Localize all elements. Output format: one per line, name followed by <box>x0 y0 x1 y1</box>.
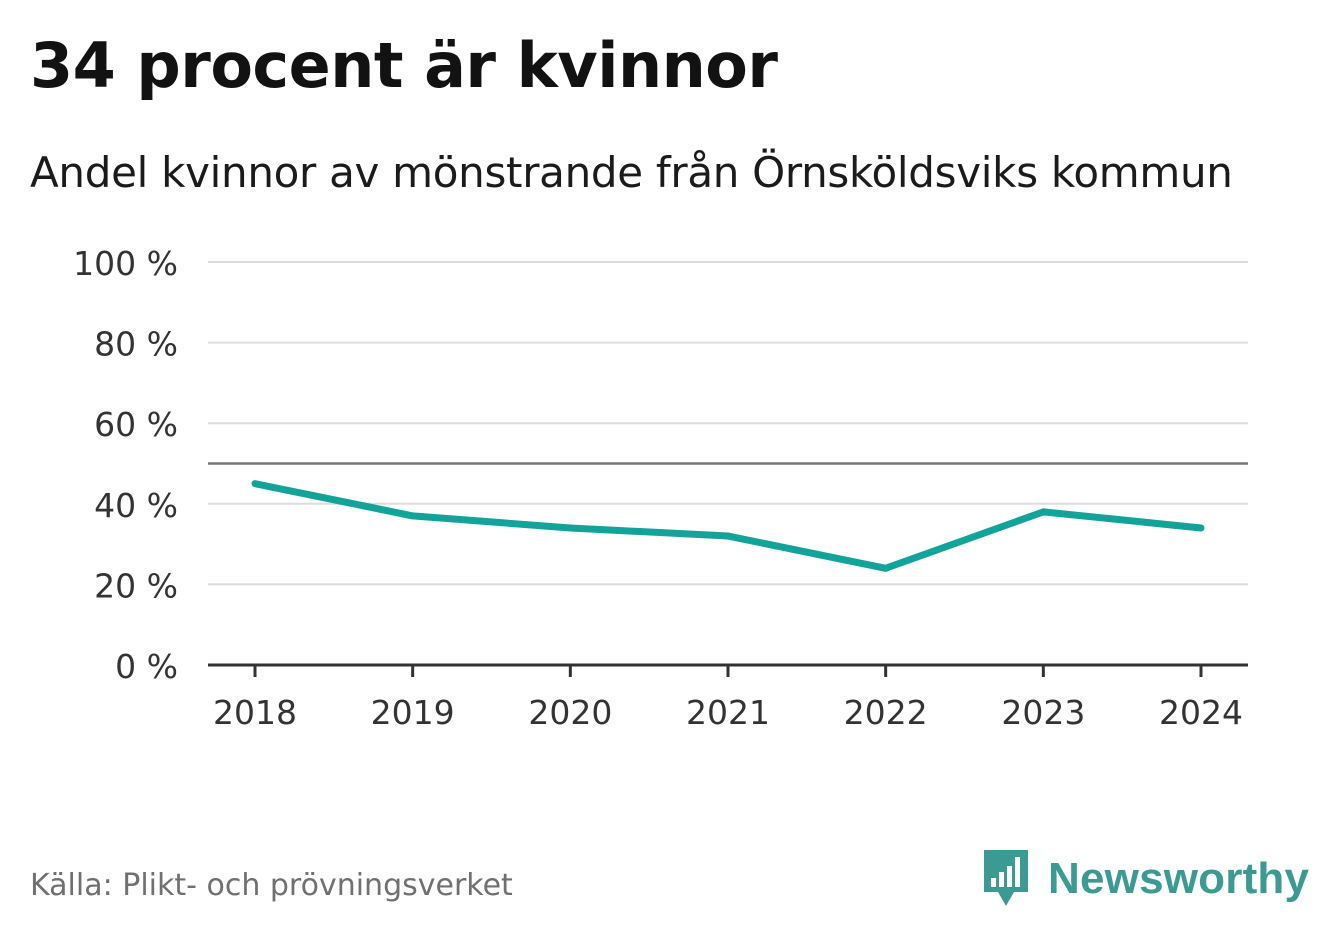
chart-subtitle: Andel kvinnor av mönstrande från Örnsköl… <box>30 148 1233 197</box>
x-tick-label: 2021 <box>686 693 770 732</box>
x-tick-label: 2024 <box>1159 693 1243 732</box>
x-tick-label: 2019 <box>371 693 455 732</box>
grid-layer <box>208 261 1248 586</box>
y-tick-label: 20 % <box>94 566 178 605</box>
axis-layer <box>208 663 1248 677</box>
data-point-2021 <box>724 532 732 540</box>
data-point-2023 <box>1039 508 1047 516</box>
x-tick-label: 2023 <box>1001 693 1085 732</box>
x-tick-label: 2022 <box>844 693 928 732</box>
data-point-2018 <box>251 480 259 488</box>
data-point-2024 <box>1197 524 1205 532</box>
y-tick-label: 40 % <box>94 486 178 525</box>
data-point-2020 <box>566 524 574 532</box>
bar-chart-badge-icon <box>984 850 1028 906</box>
brand-logo: Newsworthy <box>982 848 1309 910</box>
data-point-2022 <box>882 564 890 572</box>
brand-name: Newsworthy <box>1048 854 1310 903</box>
x-tick-label: 2018 <box>213 693 297 732</box>
y-tick-label: 80 % <box>94 325 178 364</box>
series-line-0 <box>254 480 1202 572</box>
tick-label-layer: 0 % 20 % 40 % 60 % 80 % 100 % 2018 2019 2020 2021… <box>73 244 1243 732</box>
source-note: Källa: Plikt- och prövningsverket <box>30 868 513 903</box>
y-tick-label: 0 % <box>115 647 178 686</box>
series-layer <box>251 480 1205 572</box>
line-chart: 0 % 20 % 40 % 60 % 80 % 100 % 2018 2019 2020 2021… <box>73 244 1248 732</box>
chart-title: 34 procent är kvinnor <box>30 29 778 102</box>
y-tick-label: 100 % <box>73 244 178 283</box>
y-tick-label: 60 % <box>94 405 178 444</box>
data-point-2019 <box>409 512 417 520</box>
x-tick-label: 2020 <box>528 693 612 732</box>
